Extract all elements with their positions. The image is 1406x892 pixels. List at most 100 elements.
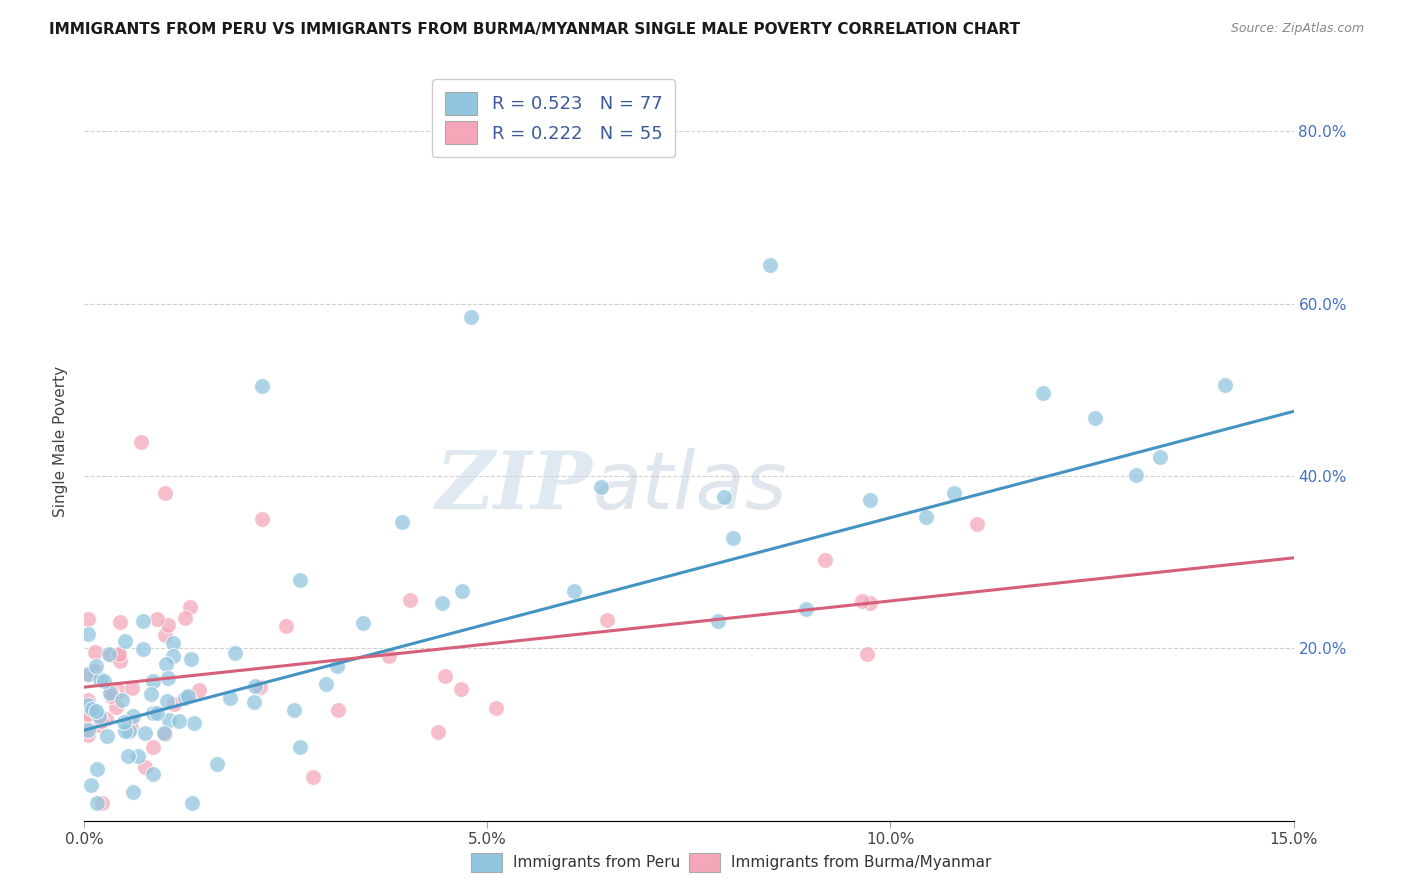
Point xyxy=(139,687,162,701)
Point xyxy=(77,667,100,681)
Point xyxy=(249,680,271,694)
Point xyxy=(105,700,128,714)
Point xyxy=(856,647,879,661)
Point xyxy=(758,258,780,272)
Legend: R = 0.523   N = 77, R = 0.222   N = 55: R = 0.523 N = 77, R = 0.222 N = 55 xyxy=(432,79,675,157)
Point xyxy=(86,797,108,811)
Point xyxy=(156,693,179,707)
Point xyxy=(1125,468,1147,483)
Point xyxy=(77,723,100,737)
Point xyxy=(942,486,965,500)
Point xyxy=(596,613,619,627)
Point xyxy=(80,702,103,716)
Point xyxy=(218,690,240,705)
Point xyxy=(183,715,205,730)
Point xyxy=(966,516,988,531)
Point xyxy=(90,714,112,728)
Point xyxy=(118,715,141,730)
Point xyxy=(142,706,165,720)
Point xyxy=(153,726,176,740)
Point xyxy=(326,659,349,673)
Point xyxy=(180,797,202,811)
Point xyxy=(283,703,305,717)
Point xyxy=(243,695,266,709)
Point xyxy=(485,701,508,715)
Point xyxy=(391,516,413,530)
Point xyxy=(177,689,200,703)
Point xyxy=(100,690,122,704)
Point xyxy=(250,378,273,392)
Point xyxy=(157,713,180,727)
Point xyxy=(77,693,100,707)
Point xyxy=(274,619,297,633)
Point xyxy=(859,596,882,610)
Point xyxy=(142,739,165,754)
Point xyxy=(80,778,103,792)
Point xyxy=(245,679,267,693)
Point xyxy=(96,730,118,744)
Point xyxy=(112,714,135,729)
Point xyxy=(87,717,110,731)
Point xyxy=(94,712,117,726)
Point xyxy=(157,671,180,685)
Point xyxy=(914,510,936,524)
Point xyxy=(813,552,835,566)
Point xyxy=(142,674,165,689)
Point xyxy=(129,434,152,449)
Point xyxy=(187,682,209,697)
Point xyxy=(427,724,450,739)
Point xyxy=(146,612,169,626)
Point xyxy=(707,614,730,628)
Text: Immigrants from Peru: Immigrants from Peru xyxy=(513,855,681,870)
Point xyxy=(180,652,202,666)
Point xyxy=(100,683,122,698)
Point xyxy=(301,771,323,785)
Point xyxy=(174,610,197,624)
Point xyxy=(167,714,190,728)
Point xyxy=(77,728,100,742)
Point xyxy=(146,706,169,720)
Point xyxy=(162,636,184,650)
Point xyxy=(114,723,136,738)
Text: ZIP: ZIP xyxy=(436,449,592,525)
Point xyxy=(134,760,156,774)
Point xyxy=(288,739,311,754)
Point xyxy=(111,693,134,707)
Point xyxy=(450,682,472,697)
Point xyxy=(1032,386,1054,401)
Point xyxy=(460,310,482,324)
Point xyxy=(97,648,120,662)
Point xyxy=(132,614,155,628)
Point xyxy=(851,594,873,608)
Point xyxy=(179,599,201,614)
Point xyxy=(153,628,176,642)
Point xyxy=(399,592,422,607)
Point xyxy=(177,690,200,705)
Point xyxy=(134,726,156,740)
Point xyxy=(83,645,105,659)
Point xyxy=(118,723,141,738)
Point xyxy=(162,698,184,712)
Point xyxy=(794,601,817,615)
Point xyxy=(83,665,105,679)
Text: atlas: atlas xyxy=(592,448,787,526)
Point xyxy=(430,596,453,610)
Point xyxy=(288,574,311,588)
Point xyxy=(157,617,180,632)
Point xyxy=(90,797,112,811)
Point xyxy=(1083,411,1105,425)
Point xyxy=(155,657,177,671)
Point xyxy=(377,648,399,663)
Point xyxy=(77,698,100,713)
Point xyxy=(132,641,155,656)
Point xyxy=(859,493,882,508)
Point xyxy=(77,714,100,729)
Point xyxy=(562,583,585,598)
Point xyxy=(98,686,121,700)
Point xyxy=(713,490,735,504)
Point xyxy=(723,531,745,545)
Point xyxy=(127,748,149,763)
Text: Immigrants from Burma/Myanmar: Immigrants from Burma/Myanmar xyxy=(731,855,991,870)
Point xyxy=(77,627,100,641)
Point xyxy=(121,681,143,696)
